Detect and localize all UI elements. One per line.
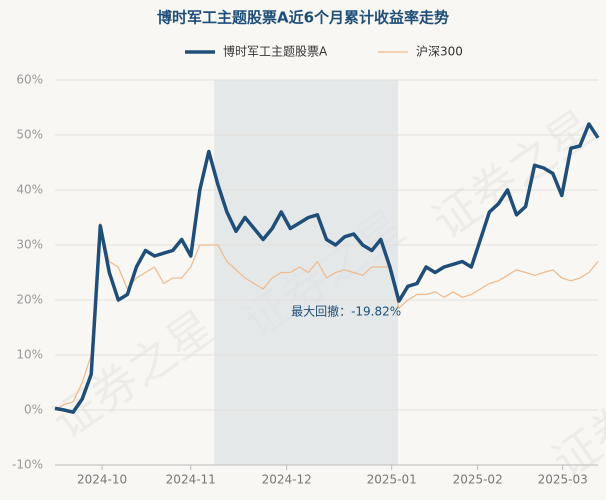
y-tick-label: 0% <box>24 403 43 417</box>
y-tick-label: 40% <box>16 183 43 197</box>
legend-label: 博时军工主题股票A <box>223 44 328 59</box>
y-tick-label: 10% <box>16 348 43 362</box>
drawdown-band <box>214 80 398 465</box>
x-tick-label: 2024-11 <box>166 473 216 487</box>
x-tick-label: 2025-03 <box>538 473 588 487</box>
x-tick-label: 2024-12 <box>262 473 312 487</box>
y-tick-label: 30% <box>16 238 43 252</box>
y-tick-label: 20% <box>16 293 43 307</box>
y-tick-label: 50% <box>16 128 43 142</box>
x-tick-label: 2024-10 <box>77 473 127 487</box>
chart-title: 博时军工主题股票A近6个月累计收益率走势 <box>157 9 449 27</box>
x-tick-label: 2025-01 <box>367 473 417 487</box>
watermark: 证券之星 <box>43 299 225 449</box>
legend-label: 沪深300 <box>416 45 463 59</box>
series-line <box>54 122 600 414</box>
drawdown-label: 最大回撤：-19.82% <box>291 304 401 319</box>
watermark: 证券之星 <box>543 339 606 489</box>
watermark: 证券之星 <box>423 99 605 249</box>
series-line <box>54 222 599 411</box>
y-tick-label: 60% <box>16 73 43 87</box>
x-tick-label: 2025-02 <box>453 473 503 487</box>
y-tick-label: -10% <box>12 458 43 472</box>
